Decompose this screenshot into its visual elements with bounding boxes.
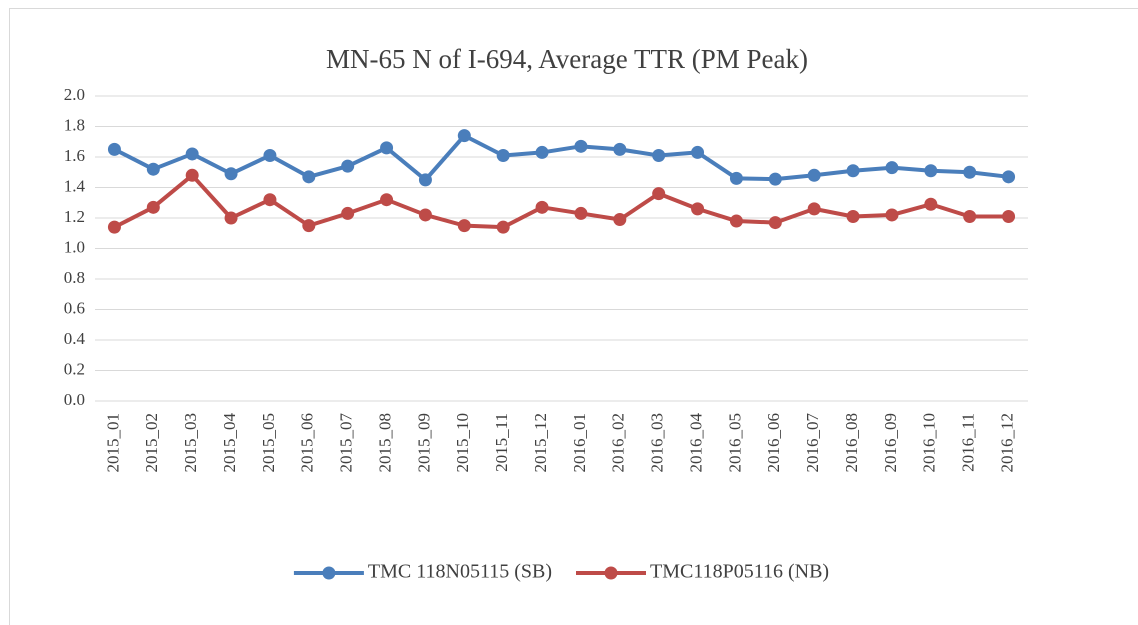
data-point [380,141,394,155]
x-tick-label: 2016_03 [648,413,667,473]
x-tick-label: 2016_06 [764,413,783,473]
data-point [418,208,432,222]
x-tick-label: 2015_11 [492,413,511,472]
data-point [380,193,394,207]
data-point [924,197,938,211]
legend-marker [322,566,336,580]
legend: TMC 118N05115 (SB) TMC118P05116 (NB) [293,561,829,583]
x-tick-label: 2015_03 [181,413,200,473]
data-point [691,202,705,216]
x-tick-label: 2015_02 [142,413,161,473]
x-tick-label: 2015_06 [298,413,317,473]
x-tick-label: 2016_04 [686,413,705,473]
data-point [107,142,121,156]
data-point [302,219,316,233]
y-tick-label: 0.8 [64,268,85,287]
data-point [185,147,199,161]
data-point [885,161,899,175]
data-point [729,171,743,185]
x-tick-label: 2016_02 [609,413,628,473]
y-tick-label: 0.2 [64,359,85,378]
x-tick-label: 2015_12 [531,413,550,473]
data-point [924,164,938,178]
data-point [846,164,860,178]
x-tick-label: 2016_07 [803,413,822,473]
data-point [185,168,199,182]
x-tick-label: 2016_01 [570,413,589,473]
data-point [146,162,160,176]
data-point [457,219,471,233]
y-tick-label: 1.8 [64,115,85,134]
x-tick-label: 2016_09 [881,413,900,473]
y-tick-label: 2.0 [64,85,85,104]
legend-label: TMC118P05116 (NB) [650,561,829,583]
series-line [113,133,1009,182]
x-tick-label: 2016_05 [725,413,744,473]
x-tick-label: 2015_08 [375,413,394,473]
data-point [496,148,510,162]
y-tick-label: 1.4 [64,176,86,195]
data-point [885,208,899,222]
data-point [224,167,238,181]
y-tick-label: 1.2 [64,207,85,226]
data-point [613,142,627,156]
x-tick-label: 2016_11 [959,413,978,472]
data-point [341,206,355,220]
data-point [729,214,743,228]
data-point [807,202,821,216]
data-point [691,145,705,159]
x-tick-label: 2016_12 [997,413,1016,473]
y-tick-label: 1.0 [64,237,85,256]
x-tick-label: 2015_05 [259,413,278,473]
data-point [652,148,666,162]
data-point [963,209,977,223]
data-point [652,187,666,201]
y-tick-label: 0.4 [64,329,86,348]
x-tick-label: 2015_07 [337,413,356,473]
chart-title: MN-65 N of I-694, Average TTR (PM Peak) [326,44,808,74]
data-point [418,173,432,187]
data-point [613,213,627,227]
y-tick-label: 0.6 [64,298,85,317]
data-point [1002,209,1016,223]
x-tick-label: 2015_01 [103,413,122,473]
legend-marker [604,566,618,580]
data-point [263,148,277,162]
y-tick-label: 0.0 [64,390,85,409]
data-point [107,220,121,234]
data-point [496,220,510,234]
data-point [846,209,860,223]
data-point [535,200,549,214]
series-line [113,173,1009,230]
x-tick-label: 2016_10 [920,413,939,473]
data-point [574,139,588,153]
legend-label: TMC 118N05115 (SB) [368,561,552,583]
data-point [768,216,782,230]
x-tick-label: 2015_04 [220,413,239,473]
data-point [457,129,471,143]
data-point [574,206,588,220]
data-point [341,159,355,173]
x-tick-label: 2015_10 [453,413,472,473]
data-point [963,165,977,179]
x-tick-label: 2015_09 [414,413,433,473]
data-point [1002,170,1016,184]
data-point [302,170,316,184]
data-point [768,172,782,186]
chart-frame [9,8,1138,625]
data-point [807,168,821,182]
data-point [224,211,238,225]
y-tick-label: 1.6 [64,146,85,165]
data-point [146,200,160,214]
x-tick-label: 2016_08 [842,413,861,473]
data-point [263,193,277,207]
data-point [535,145,549,159]
